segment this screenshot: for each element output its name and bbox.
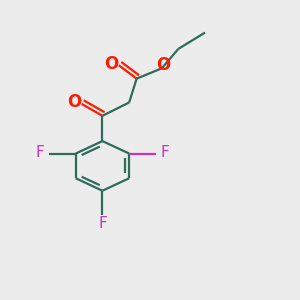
Text: O: O — [156, 56, 170, 74]
Text: O: O — [67, 93, 81, 111]
Text: F: F — [160, 145, 169, 160]
Text: F: F — [98, 216, 107, 231]
Text: O: O — [104, 55, 118, 73]
Text: F: F — [36, 145, 44, 160]
